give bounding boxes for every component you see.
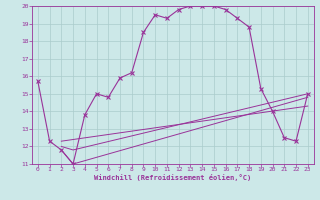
X-axis label: Windchill (Refroidissement éolien,°C): Windchill (Refroidissement éolien,°C) [94,174,252,181]
